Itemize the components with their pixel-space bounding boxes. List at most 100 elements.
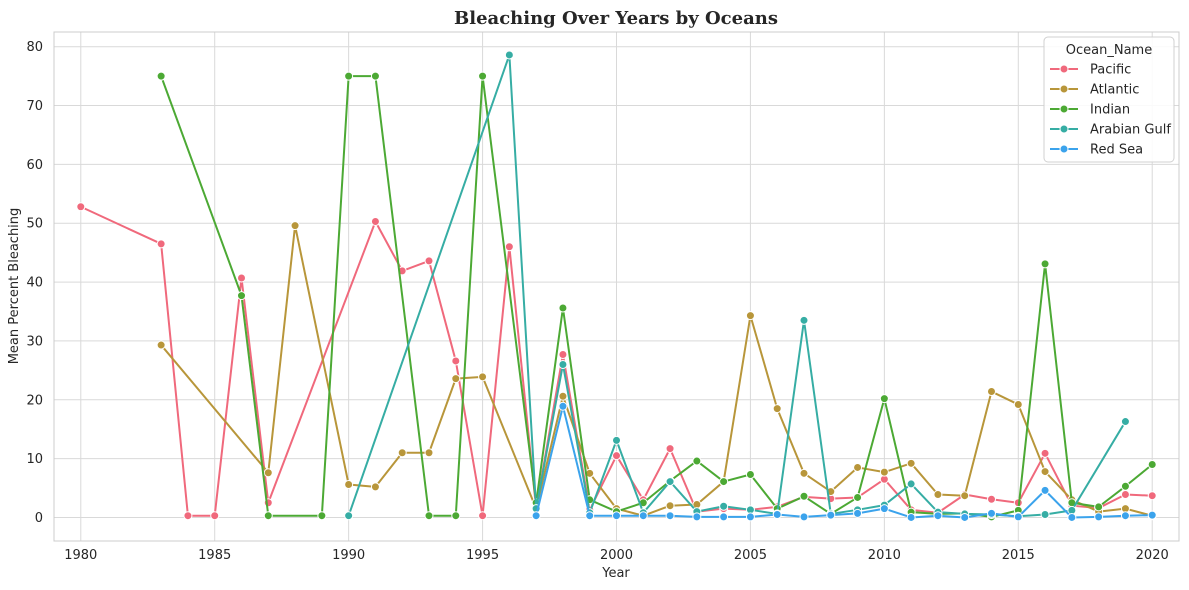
grid — [54, 32, 1179, 541]
legend-title: Ocean_Name — [1066, 43, 1152, 58]
data-point-indian — [719, 477, 729, 487]
data-point-indian — [879, 394, 889, 404]
data-point-atlantic — [960, 491, 970, 501]
x-tick-label: 2010 — [868, 548, 901, 563]
data-point-red-sea — [719, 512, 729, 522]
data-point-arabian-gulf — [558, 359, 568, 369]
data-point-pacific — [76, 202, 86, 212]
data-point-indian — [156, 71, 166, 81]
data-point-red-sea — [906, 512, 916, 522]
legend-marker — [1059, 64, 1069, 74]
y-tick-label: 30 — [26, 334, 43, 349]
data-point-atlantic — [478, 372, 488, 382]
axis-ticks: 1980 1985 1990 1995 2000 2005 2010 2015 2020 0 10 2… — [26, 40, 1168, 563]
data-point-atlantic — [665, 501, 675, 511]
x-axis-label: Year — [601, 566, 630, 581]
data-point-red-sea — [1013, 512, 1023, 522]
data-point-atlantic — [1040, 467, 1050, 477]
x-tick-label: 2020 — [1136, 548, 1169, 563]
data-point-indian — [692, 456, 702, 466]
data-point-pacific — [451, 356, 461, 366]
data-point-pacific — [210, 511, 220, 521]
legend-label: Atlantic — [1090, 83, 1139, 98]
data-point-red-sea — [853, 508, 863, 518]
data-point-indian — [1120, 481, 1130, 491]
legend-item-red-sea: Red Sea — [1050, 143, 1143, 158]
data-point-red-sea — [692, 512, 702, 522]
data-point-red-sea — [665, 511, 675, 521]
legend-label: Arabian Gulf — [1090, 123, 1171, 138]
y-tick-label: 50 — [26, 217, 43, 232]
data-point-red-sea — [987, 508, 996, 518]
data-point-atlantic — [290, 221, 300, 231]
chart-title: Bleaching Over Years by Oceans — [454, 8, 778, 29]
data-point-red-sea — [879, 504, 889, 514]
legend-label: Red Sea — [1090, 143, 1143, 158]
x-tick-label: 1980 — [64, 548, 97, 563]
data-point-pacific — [478, 511, 488, 521]
y-axis-label: Mean Percent Bleaching — [7, 208, 22, 365]
data-point-pacific — [156, 239, 166, 249]
data-point-atlantic — [370, 482, 380, 492]
data-point-red-sea — [558, 401, 568, 411]
data-point-pacific — [370, 216, 380, 226]
series-line-arabian-gulf — [347, 53, 1127, 518]
x-tick-label: 1990 — [332, 548, 365, 563]
legend-item-arabian-gulf: Arabian Gulf — [1050, 123, 1171, 138]
data-point-atlantic — [745, 311, 755, 321]
data-point-red-sea — [638, 511, 648, 521]
series-red-sea — [531, 401, 1157, 522]
data-point-indian — [853, 492, 863, 502]
y-tick-label: 10 — [26, 452, 43, 467]
data-point-indian — [451, 511, 461, 521]
data-point-indian — [344, 71, 354, 81]
legend-item-pacific: Pacific — [1050, 63, 1131, 78]
data-point-pacific — [1147, 491, 1157, 501]
data-point-atlantic — [853, 462, 863, 472]
data-point-pacific — [987, 494, 996, 504]
series-line-pacific — [80, 205, 1153, 517]
legend-marker — [1059, 84, 1069, 94]
x-tick-label: 1995 — [466, 548, 499, 563]
legend-marker — [1059, 124, 1069, 134]
data-point-atlantic — [987, 387, 996, 397]
data-point-indian — [1040, 259, 1050, 269]
data-point-red-sea — [745, 512, 755, 522]
series-arabian-gulf — [344, 50, 1130, 521]
legend-label: Pacific — [1090, 63, 1131, 78]
data-point-red-sea — [772, 510, 782, 520]
data-point-arabian-gulf — [344, 511, 354, 521]
y-tick-label: 0 — [35, 511, 43, 526]
y-tick-label: 60 — [26, 158, 43, 173]
series-indian — [156, 71, 1157, 522]
data-point-pacific — [504, 242, 514, 252]
legend-marker — [1059, 144, 1069, 154]
legend-marker — [1059, 104, 1069, 114]
data-point-red-sea — [1094, 512, 1104, 522]
data-point-indian — [745, 470, 755, 480]
data-point-atlantic — [451, 374, 461, 384]
y-tick-label: 20 — [26, 393, 43, 408]
data-point-pacific — [424, 256, 434, 266]
data-point-pacific — [183, 511, 193, 521]
data-point-arabian-gulf — [719, 501, 729, 511]
x-tick-label: 2005 — [734, 548, 767, 563]
data-point-atlantic — [906, 458, 916, 468]
x-tick-label: 2015 — [1002, 548, 1035, 563]
data-point-atlantic — [424, 448, 434, 458]
data-point-indian — [317, 511, 327, 521]
data-point-atlantic — [344, 480, 354, 490]
data-point-indian — [478, 71, 488, 81]
y-tick-label: 40 — [26, 276, 43, 291]
data-point-arabian-gulf — [906, 479, 916, 489]
series-lines — [76, 50, 1157, 522]
data-point-indian — [558, 303, 568, 313]
data-point-red-sea — [1040, 485, 1050, 495]
data-point-red-sea — [1120, 511, 1130, 521]
data-point-pacific — [1040, 448, 1050, 458]
data-point-pacific — [558, 349, 568, 359]
data-point-atlantic — [263, 468, 273, 478]
data-point-pacific — [237, 273, 246, 283]
data-point-atlantic — [799, 468, 809, 478]
